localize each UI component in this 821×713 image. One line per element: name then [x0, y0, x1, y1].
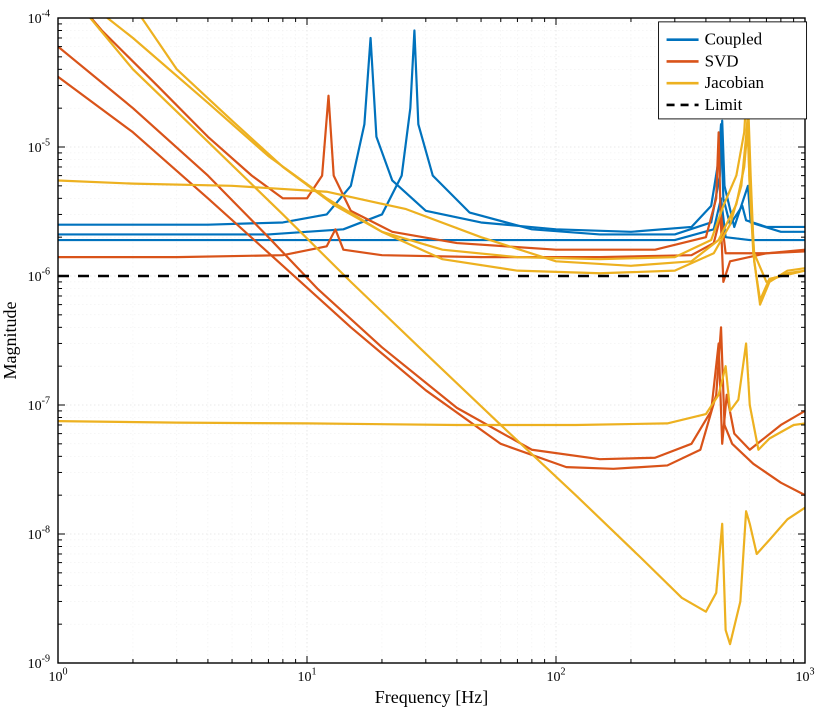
legend-label-3: Limit — [705, 95, 743, 114]
legend-label-2: Jacobian — [705, 73, 765, 92]
ylabel: Magnitude — [0, 302, 20, 380]
chart-svg: 10010110210310-910-810-710-610-510-4Freq… — [0, 0, 821, 713]
legend-label-0: Coupled — [705, 30, 763, 49]
magnitude-frequency-chart: 10010110210310-910-810-710-610-510-4Freq… — [0, 0, 821, 713]
legend-label-1: SVD — [705, 51, 739, 70]
xlabel: Frequency [Hz] — [375, 687, 488, 707]
legend: Coupled SVD Jacobian Limit — [659, 22, 807, 119]
